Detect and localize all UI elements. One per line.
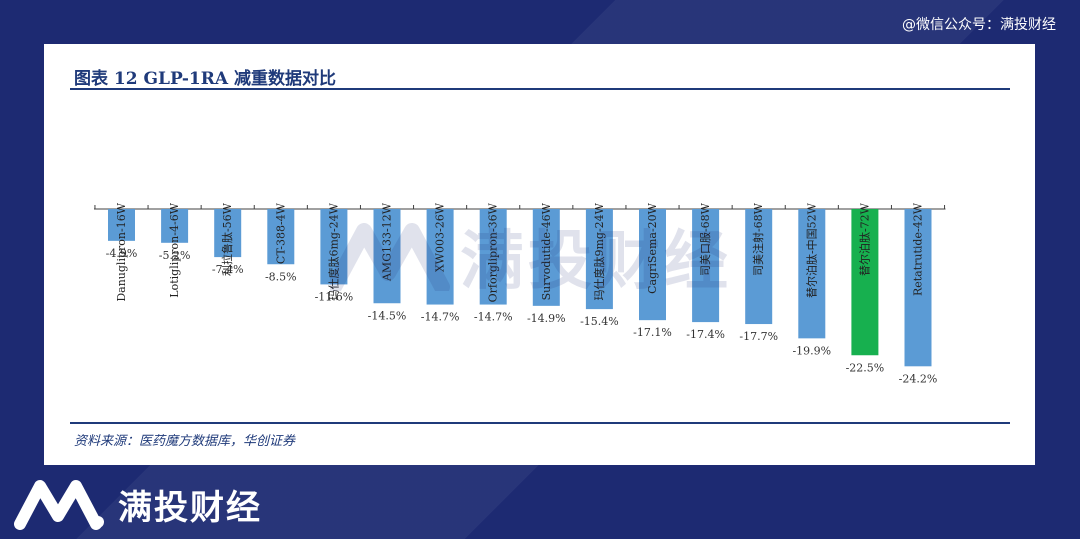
brand-logo: 满投财经	[14, 476, 262, 532]
category-label: AMG133-12W	[381, 202, 394, 282]
data-label: -19.9%	[792, 344, 831, 357]
category-label: Survodutide-46W	[540, 202, 553, 300]
category-label: 替尔泊肽-中国52W	[804, 202, 818, 298]
bar	[320, 209, 348, 285]
bar	[479, 209, 507, 305]
bar	[426, 209, 454, 305]
bar	[532, 209, 560, 306]
category-label: 玛仕度肽9mg-24W	[592, 202, 606, 300]
category-label: CagriSema-20W	[646, 202, 659, 294]
bar	[745, 209, 773, 325]
account-label: @微信公众号：满投财经	[902, 17, 1056, 33]
data-label: -5.2%	[159, 249, 191, 262]
data-label: -17.4%	[686, 328, 725, 341]
figure-title: 图表 12 GLP-1RA 减重数据对比	[74, 69, 336, 89]
figure-source: 资料来源：医药魔方数据库，华创证券	[74, 434, 296, 449]
data-label: -17.7%	[739, 330, 778, 343]
data-label: -15.4%	[580, 315, 619, 328]
bar	[267, 209, 295, 265]
bar	[108, 209, 135, 241]
data-label: -14.7%	[421, 311, 460, 324]
category-label: Lotiglipron-4-6W	[168, 202, 181, 297]
data-label: -17.1%	[633, 326, 672, 339]
source-rule	[70, 422, 1010, 424]
category-label: 玛仕度肽6mg-24W	[326, 202, 340, 300]
category-label: 司美口服-68W	[699, 202, 712, 276]
data-label: -8.5%	[265, 270, 297, 283]
title-rule	[70, 88, 1010, 90]
category-label: Retatrutide-42W	[912, 202, 925, 296]
data-label: -7.4%	[212, 263, 244, 276]
bar	[851, 209, 879, 356]
data-label: -4.9%	[106, 247, 138, 260]
brand-name: 满投财经	[118, 487, 262, 528]
category-label: 司美注射-68W	[751, 202, 765, 276]
category-label: CT-388-4W	[274, 202, 287, 264]
bar	[161, 209, 189, 243]
bar	[639, 209, 666, 321]
brand-mark-icon	[14, 480, 104, 530]
category-label: XW003-26W	[434, 202, 447, 272]
category-label: 替尔泊肽-72W	[857, 202, 871, 276]
figure-card: 图表 12 GLP-1RA 减重数据对比 -4.9% Danuglipron-16…	[44, 44, 1035, 465]
data-label: -14.7%	[474, 311, 513, 324]
category-label: Orforglipron-36W	[487, 202, 500, 302]
data-label: -14.9%	[527, 312, 566, 325]
data-label: -24.2%	[899, 372, 938, 385]
data-label: -14.5%	[368, 309, 407, 322]
data-label: -11.6%	[315, 290, 354, 303]
bar	[373, 209, 401, 304]
category-label: 利拉鲁肽-56W	[220, 202, 234, 276]
bar-chart: -4.9%Danuglipron-16W -5.2%Lotiglipron-4-6…	[94, 202, 946, 385]
bar	[904, 209, 932, 367]
bar	[798, 209, 826, 339]
category-label: Danuglipron-16W	[115, 202, 128, 301]
data-label: -22.5%	[846, 361, 885, 374]
bar	[692, 209, 720, 323]
bar	[585, 209, 613, 310]
bar	[214, 209, 242, 258]
